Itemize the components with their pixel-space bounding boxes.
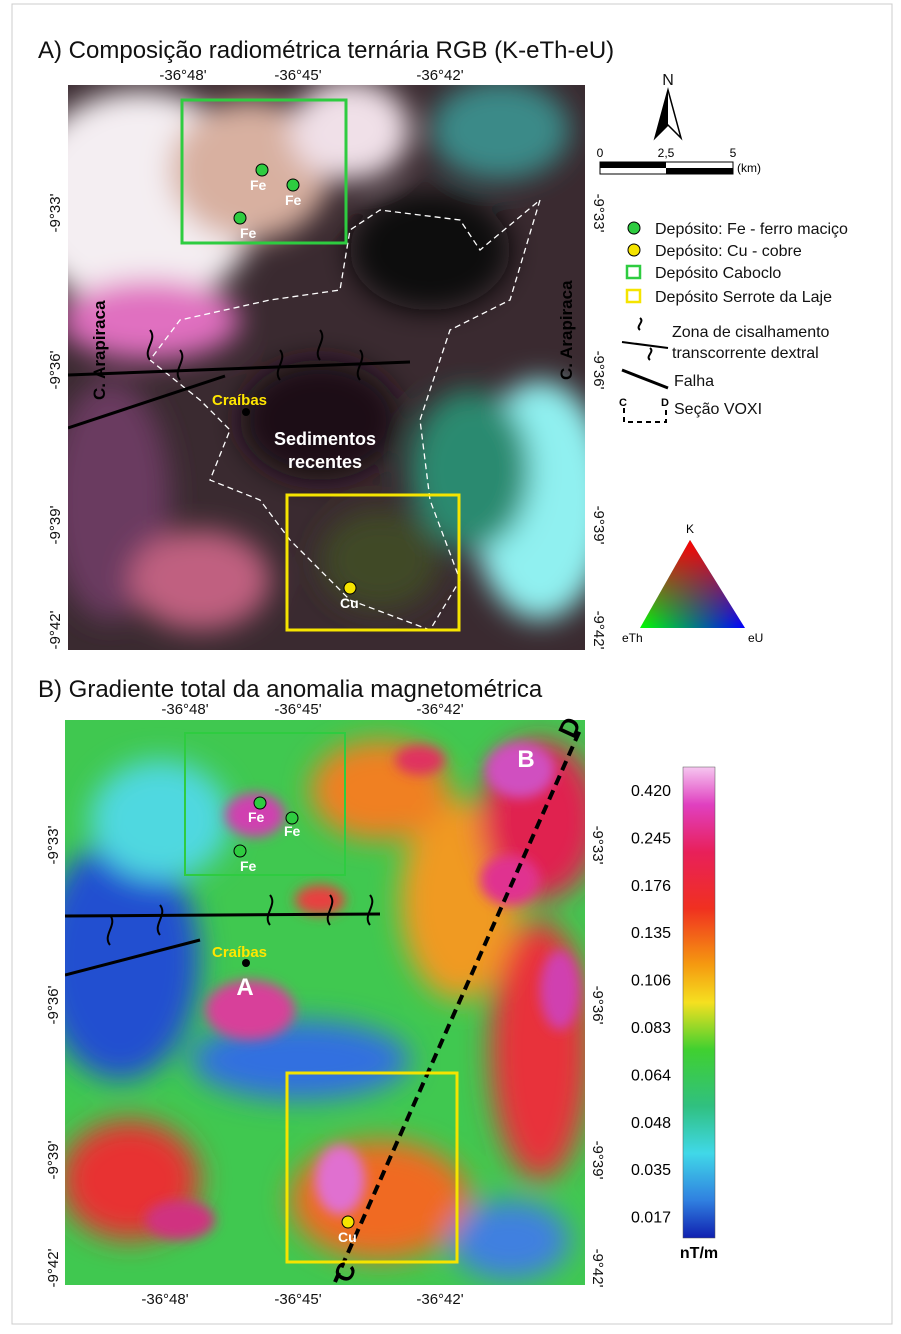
latitude-label: -9°33' xyxy=(590,194,607,233)
legend-entry: transcorrente dextral xyxy=(672,345,819,362)
copper-deposit xyxy=(342,1216,354,1228)
panel-title: B) Gradiente total da anomalia magnetomé… xyxy=(38,676,543,703)
legend-symbol xyxy=(627,290,640,302)
latitude-label: -9°36' xyxy=(589,986,606,1025)
scale-label: 5 xyxy=(730,146,737,160)
legend-symbol xyxy=(627,266,640,278)
latitude-label: -9°36' xyxy=(45,985,62,1024)
colorbar-label: 0.017 xyxy=(631,1210,671,1227)
legend-entry: D xyxy=(661,397,669,409)
ternary-triangle xyxy=(640,540,745,628)
legend-symbol xyxy=(628,244,640,256)
map-label: C. Arapiraca xyxy=(557,280,576,380)
latitude-label: -9°33' xyxy=(47,193,64,232)
longitude-label: -36°45' xyxy=(274,1291,321,1308)
map-label: recentes xyxy=(288,452,362,472)
scale-label: (km) xyxy=(737,161,761,175)
iron-deposit xyxy=(254,797,266,809)
latitude-label: -9°36' xyxy=(590,351,607,390)
town-dot xyxy=(242,408,250,416)
map-label: Fe xyxy=(250,177,267,193)
latitude-label: -9°39' xyxy=(590,506,607,545)
longitude-label: -36°48' xyxy=(141,1291,188,1308)
longitude-label: -36°45' xyxy=(274,701,321,718)
longitude-label: -36°48' xyxy=(161,701,208,718)
map-label: Fe xyxy=(248,809,265,825)
colorbar-label: 0.064 xyxy=(631,1067,671,1084)
latitude-label: -9°33' xyxy=(45,825,62,864)
colorbar xyxy=(683,767,715,1238)
longitude-label: -36°42' xyxy=(416,1291,463,1308)
legend-symbol xyxy=(622,370,668,388)
map-label: C. Arapiraca xyxy=(90,300,109,400)
iron-deposit xyxy=(234,845,246,857)
latitude-label: -9°33' xyxy=(589,826,606,865)
legend-entry: Depósito Serrote da Laje xyxy=(655,289,832,306)
latitude-label: -9°36' xyxy=(47,350,64,389)
legend-entry: Zona de cisalhamento xyxy=(672,324,830,341)
north-label: N xyxy=(662,72,674,89)
figure: A) Composição radiométrica ternária RGB … xyxy=(0,0,901,1329)
legend-entry: Depósito: Fe - ferro maciço xyxy=(655,221,848,238)
longitude-label: -36°48' xyxy=(159,67,206,84)
legend-symbol xyxy=(622,318,668,360)
map-label: B xyxy=(517,746,534,773)
magnetic-map xyxy=(40,720,600,1285)
colorbar-label: 0.083 xyxy=(631,1020,671,1037)
map-label: Fe xyxy=(284,823,301,839)
legend-entry: Falha xyxy=(674,373,714,390)
map-label: Sedimentos xyxy=(274,429,376,449)
map-label: Cu xyxy=(340,595,359,611)
colorbar-label: 0.135 xyxy=(631,925,671,942)
scale-bar xyxy=(666,168,733,174)
map-label: Craíbas xyxy=(212,392,267,409)
map-label: Fe xyxy=(285,192,302,208)
longitude-label: -36°42' xyxy=(416,701,463,718)
map-label: Fe xyxy=(240,225,257,241)
ternary-label: eU xyxy=(748,631,763,645)
iron-deposit xyxy=(256,164,268,176)
colorbar-label: 0.048 xyxy=(631,1115,671,1132)
legend-entry: Depósito Caboclo xyxy=(655,265,781,282)
panel-title: A) Composição radiométrica ternária RGB … xyxy=(38,37,614,64)
latitude-label: -9°39' xyxy=(589,1141,606,1180)
latitude-label: -9°39' xyxy=(47,505,64,544)
colorbar-unit: nT/m xyxy=(680,1245,718,1262)
legend-symbol xyxy=(624,408,666,422)
colorbar-label: 0.035 xyxy=(631,1162,671,1179)
ternary-label: K xyxy=(686,522,694,536)
map-label: A xyxy=(236,974,253,1001)
latitude-label: -9°42' xyxy=(47,610,64,649)
latitude-label: -9°42' xyxy=(45,1248,62,1287)
latitude-label: -9°42' xyxy=(589,1249,606,1288)
latitude-label: -9°42' xyxy=(590,611,607,650)
iron-deposit xyxy=(287,179,299,191)
scale-bar xyxy=(600,162,666,168)
page: {"panel_a":{"title":"A) Composição radio… xyxy=(0,0,901,1329)
legend-entry: C xyxy=(619,397,627,409)
longitude-label: -36°45' xyxy=(274,67,321,84)
ternary-label: eTh xyxy=(622,631,643,645)
colorbar-label: 0.420 xyxy=(631,783,671,800)
longitude-label: -36°42' xyxy=(416,67,463,84)
copper-deposit xyxy=(344,582,356,594)
colorbar-label: 0.106 xyxy=(631,973,671,990)
map-label: Fe xyxy=(240,858,257,874)
legend-entry: Depósito: Cu - cobre xyxy=(655,243,802,260)
latitude-label: -9°39' xyxy=(45,1140,62,1179)
legend-symbol xyxy=(628,222,640,234)
colorbar-labels: 0.420 0.245 0.176 0.135 0.106 0.083 0.064 0.048… xyxy=(631,783,671,1227)
scale-label: 2,5 xyxy=(658,146,675,160)
colorbar-label: 0.245 xyxy=(631,830,671,847)
scale-label: 0 xyxy=(597,146,604,160)
legend-entry: Seção VOXI xyxy=(674,401,762,418)
map-label: Cu xyxy=(338,1229,357,1245)
iron-deposit xyxy=(234,212,246,224)
map-label: Craíbas xyxy=(212,944,267,961)
colorbar-label: 0.176 xyxy=(631,878,671,895)
